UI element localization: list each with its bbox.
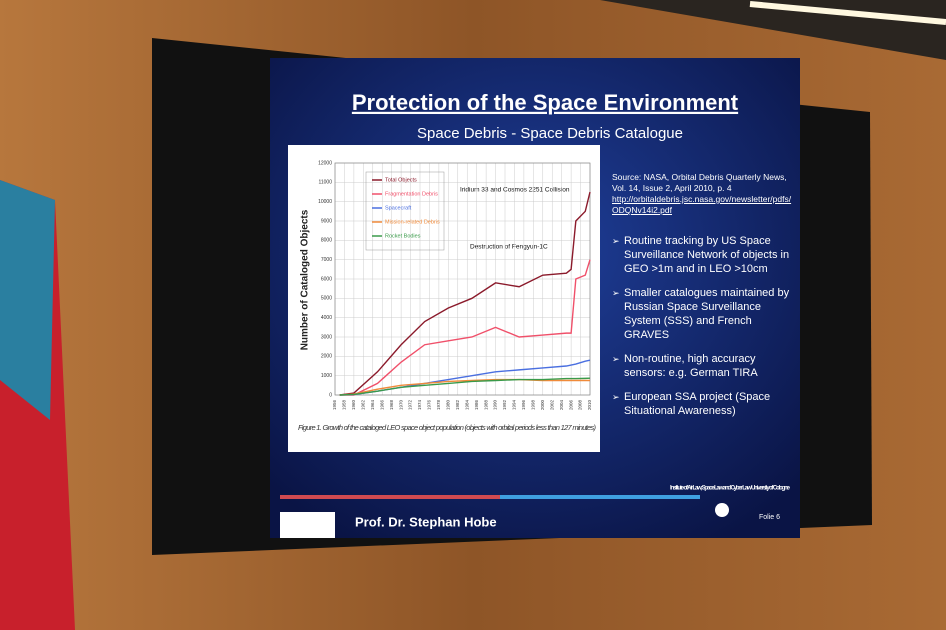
text-column: Source: NASA, Orbital Debris Quarterly N… xyxy=(612,172,792,428)
x-tick-label: 1980 xyxy=(446,399,451,410)
ceiling-light xyxy=(749,1,946,25)
y-axis-label: Number of Cataloged Objects xyxy=(300,209,311,350)
slide-title: Protection of the Space Environment xyxy=(352,90,739,115)
x-tick-label: 2004 xyxy=(559,399,564,410)
color-bar xyxy=(500,495,700,499)
annotation: Iridium 33 and Cosmos 2251 Collision xyxy=(460,187,570,194)
series-line xyxy=(339,191,591,396)
legend-label: Fragmentation Debris xyxy=(385,191,438,197)
x-tick-label: 1970 xyxy=(398,399,403,410)
logos xyxy=(280,512,335,538)
x-tick-label: 1976 xyxy=(427,399,432,410)
annotation: Destruction of Fengyun-1C xyxy=(470,244,548,251)
legend-label: Spacecraft xyxy=(385,205,412,211)
color-bar xyxy=(280,495,700,499)
x-tick-label: 1984 xyxy=(464,399,469,410)
x-tick-label: 2008 xyxy=(578,399,583,410)
flag-blue xyxy=(0,180,55,420)
legend-label: Total Objects xyxy=(385,177,417,183)
page-number: Folie 6 xyxy=(759,514,780,521)
y-tick-label: 4000 xyxy=(321,315,332,321)
source: Source: NASA, Orbital Debris Quarterly N… xyxy=(612,172,787,193)
y-tick-label: 6000 xyxy=(321,276,332,282)
plot-frame xyxy=(334,162,591,396)
x-tick-label: 1962 xyxy=(361,399,366,410)
x-tick-label: 1972 xyxy=(408,399,413,410)
series-line xyxy=(339,378,590,396)
legend-label: Rocket Bodies xyxy=(385,233,421,239)
y-tick-label: 2000 xyxy=(321,354,332,360)
x-tick-label: 1968 xyxy=(389,399,394,410)
x-tick-label: 1960 xyxy=(351,399,356,410)
seal xyxy=(715,503,729,517)
caption: Figure 1. Growth of the cataloged LEO sp… xyxy=(298,423,597,432)
x-tick-label: 1996 xyxy=(521,399,526,410)
x-tick-label: 1992 xyxy=(502,399,507,410)
bullet: Routine tracking by US Space Surveillanc… xyxy=(612,234,792,276)
y-tick-label: 5000 xyxy=(321,296,332,302)
bullets: Routine tracking by US Space Surveillanc… xyxy=(612,234,792,418)
slide-subtitle: Space Debris - Space Debris Catalogue xyxy=(417,125,683,142)
series-line xyxy=(339,259,591,396)
x-tick-label: 1990 xyxy=(493,399,498,410)
x-tick-label: 2002 xyxy=(549,399,554,410)
x-tick-label: 1958 xyxy=(342,399,347,410)
x-tick-label: 2010 xyxy=(587,399,592,410)
x-tick-label: 1956 xyxy=(332,399,337,410)
y-tick-label: 0 xyxy=(329,392,332,398)
x-tick-label: 1978 xyxy=(436,399,441,410)
x-tick-label: 1994 xyxy=(512,399,517,410)
x-tick-label: 1982 xyxy=(455,399,460,410)
y-tick-label: 1000 xyxy=(321,373,332,379)
x-tick-label: 1966 xyxy=(379,399,384,410)
y-tick-label: 10000 xyxy=(318,199,332,205)
y-tick-label: 8000 xyxy=(321,238,332,244)
y-tick-label: 3000 xyxy=(321,334,332,340)
y-tick-label: 9000 xyxy=(321,218,332,224)
presenter: Prof. Dr. Stephan Hobe xyxy=(355,514,497,529)
x-tick-label: 1974 xyxy=(417,399,422,410)
x-tick-label: 1998 xyxy=(531,399,536,410)
institute: Institute of Air Law, Space Law and Cybe… xyxy=(670,486,791,492)
bullet: European SSA project (Space Situational … xyxy=(612,390,792,418)
legend-label: Mission-related Debris xyxy=(385,219,440,225)
y-tick-label: 7000 xyxy=(321,257,332,263)
x-tick-label: 1988 xyxy=(483,399,488,410)
x-tick-label: 1964 xyxy=(370,399,375,410)
legend-box xyxy=(365,171,445,251)
y-tick-label: 11000 xyxy=(318,180,332,186)
y-tick-label: 12000 xyxy=(318,160,332,166)
x-tick-label: 1986 xyxy=(474,399,479,410)
x-tick-label: 2000 xyxy=(540,399,545,410)
series-line xyxy=(339,377,591,396)
x-tick-label: 2006 xyxy=(568,399,573,410)
bullet: Non-routine, high accuracy sensors: e.g.… xyxy=(612,352,792,380)
bullet: Smaller catalogues maintained by Russian… xyxy=(612,286,792,342)
link[interactable]: http://orbitaldebris.jsc.nasa.gov/newsle… xyxy=(612,194,792,215)
